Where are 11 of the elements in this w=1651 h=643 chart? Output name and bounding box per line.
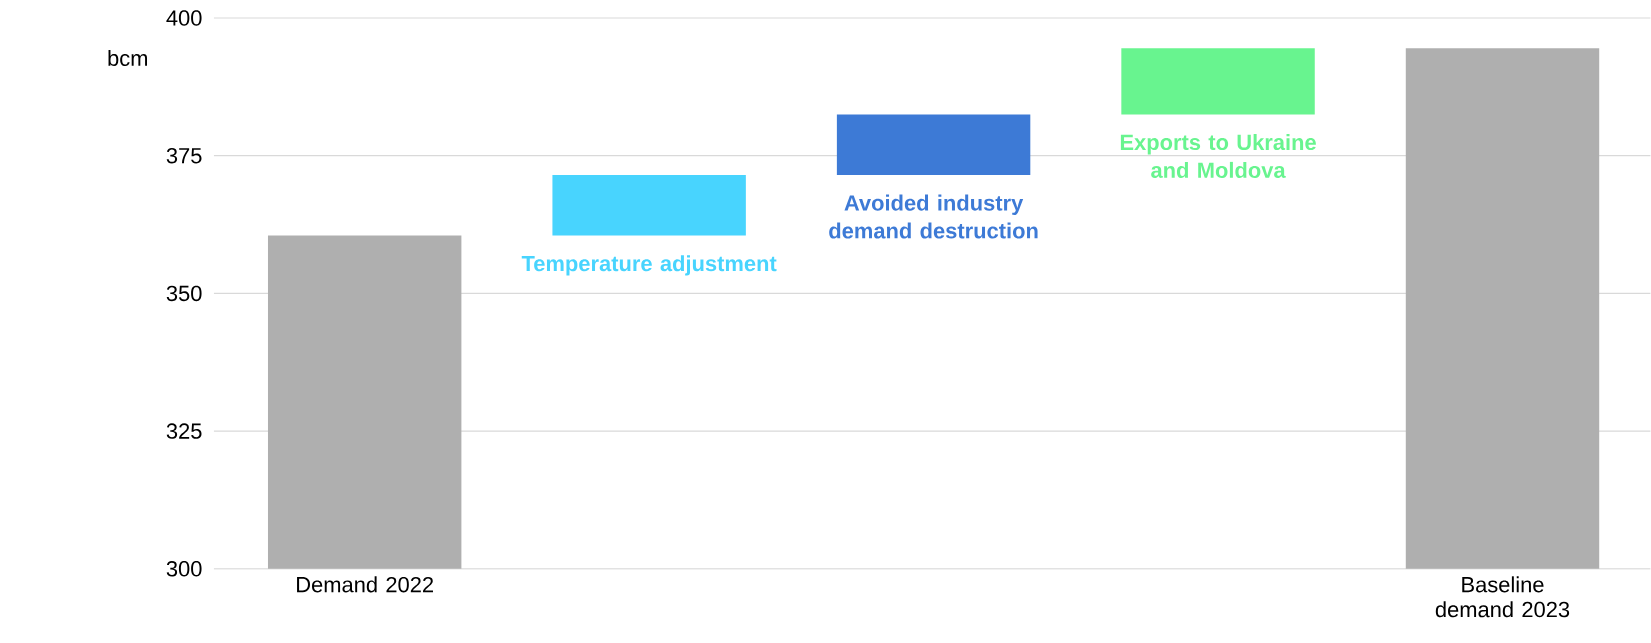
x-tick-label: Avoided industry demand destruction	[829, 194, 1038, 239]
x-tick-label: Demand 2022	[297, 576, 433, 593]
y-tick-label: 375	[166, 148, 202, 164]
x-tick-label: Temperature adjustment	[521, 255, 777, 276]
y-tick-label: 300	[166, 561, 202, 577]
y-axis-title: bcm	[108, 50, 147, 67]
y-tick-label: 350	[166, 285, 202, 302]
y-tick-label: 400	[166, 10, 202, 26]
x-tick-label: Baseline demand 2023	[1435, 576, 1570, 618]
x-tick-label: Exports to Ukraine and Moldova	[1120, 134, 1316, 179]
y-tick-label: 325	[166, 423, 202, 439]
